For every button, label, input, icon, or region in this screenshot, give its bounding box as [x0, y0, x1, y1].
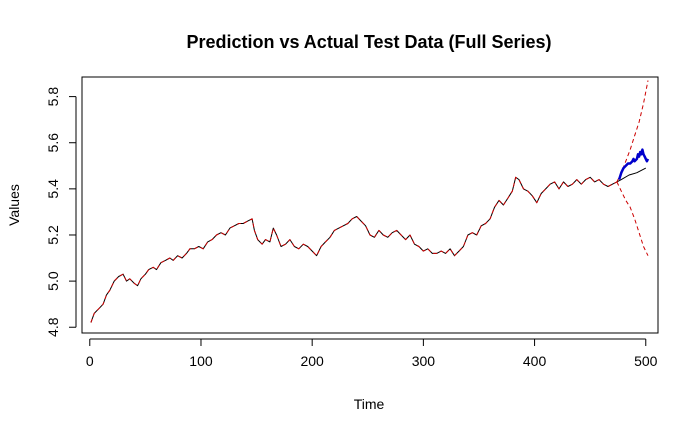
y-tick-label: 5.0 — [45, 271, 61, 291]
y-axis-label: Values — [6, 184, 22, 226]
plot-frame — [81, 76, 659, 334]
x-tick-label: 300 — [412, 353, 436, 369]
x-axis: 0 100 200 300 400 500 — [86, 338, 658, 369]
series-test-actual-line — [617, 148, 650, 180]
x-tick-label: 400 — [523, 353, 547, 369]
y-tick-label: 5.8 — [45, 87, 61, 107]
y-axis: 4.8 5.0 5.2 5.4 5.6 5.8 — [45, 87, 77, 337]
x-tick-label: 0 — [86, 353, 94, 369]
series-upper-bound-line — [616, 80, 649, 183]
x-axis-label: Time — [354, 396, 385, 412]
series-lower-bound-line — [616, 181, 649, 256]
x-tick-label: 200 — [300, 353, 324, 369]
y-tick-label: 5.6 — [45, 133, 61, 153]
x-tick-label: 500 — [634, 353, 658, 369]
series-actual-line — [90, 167, 647, 323]
y-tick-label: 4.8 — [45, 317, 61, 337]
y-tick-label: 5.2 — [45, 225, 61, 245]
y-tick-label: 5.4 — [45, 179, 61, 199]
x-tick-label: 100 — [189, 353, 213, 369]
chart-title: Prediction vs Actual Test Data (Full Ser… — [186, 32, 551, 52]
series-layer — [90, 80, 650, 323]
